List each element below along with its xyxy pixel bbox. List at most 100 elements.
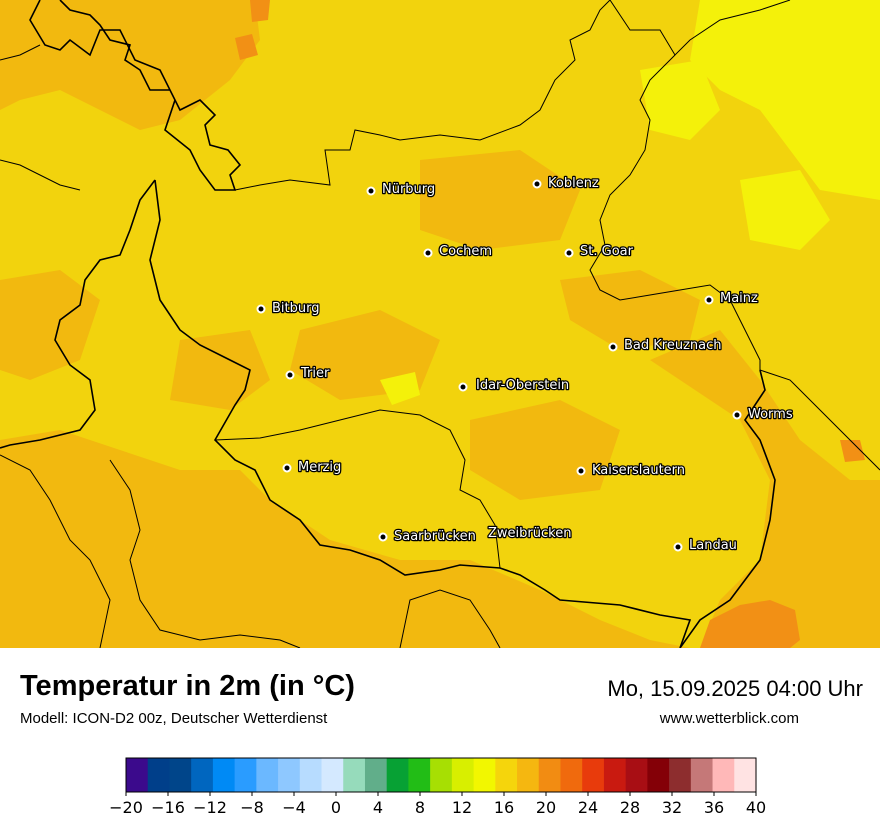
- city-marker: [576, 466, 586, 476]
- city-label: Idar-Oberstein: [476, 378, 569, 393]
- city-marker: [532, 179, 542, 189]
- city-st-goar[interactable]: St. Goar: [564, 243, 635, 260]
- city-marker: [285, 370, 295, 380]
- city-label: Merzig: [298, 460, 341, 475]
- city-marker: [564, 248, 574, 258]
- colorbar-tick-label: 4: [373, 798, 383, 817]
- colorbar-swatch: [364, 758, 388, 792]
- colorbar-swatch: [430, 758, 453, 792]
- city-marker: [282, 463, 292, 473]
- city-nuerburg[interactable]: Nürburg: [366, 181, 436, 198]
- colorbar-tick-label: 36: [704, 798, 724, 817]
- colorbar-swatch: [451, 758, 475, 792]
- city-marker: [423, 248, 433, 258]
- city-bad-kreuznach[interactable]: Bad Kreuznach: [608, 337, 723, 354]
- colorbar-tick-label: 20: [536, 798, 556, 817]
- colorbar-swatch: [734, 758, 757, 792]
- temperature-field-hot: [235, 0, 865, 648]
- colorbar-swatch: [669, 758, 692, 792]
- colorbar-swatch: [408, 758, 431, 792]
- valid-datetime: Mo, 15.09.2025 04:00 Uhr: [607, 676, 863, 701]
- city-merzig[interactable]: Merzig: [282, 459, 343, 476]
- colorbar-tick-label: −16: [151, 798, 185, 817]
- colorbar-tick-label: 24: [578, 798, 598, 817]
- city-label: Kaiserslautern: [592, 463, 685, 478]
- colorbar-swatch: [517, 758, 540, 792]
- temperature-field-cool: [380, 0, 880, 405]
- city-marker: [732, 410, 742, 420]
- colorbar-tick-label: 28: [620, 798, 640, 817]
- city-kaiserslautern[interactable]: Kaiserslautern: [576, 462, 686, 479]
- colorbar-tick-label: 16: [494, 798, 514, 817]
- colorbar-swatch: [234, 758, 257, 792]
- colorbar-swatch: [647, 758, 670, 792]
- city-label: Worms: [748, 407, 793, 422]
- colorbar-tick-label: 40: [746, 798, 766, 817]
- colorbar-swatch: [191, 758, 214, 792]
- city-label: Bitburg: [272, 301, 320, 316]
- city-label: Trier: [300, 366, 330, 381]
- colorbar-swatch: [625, 758, 648, 792]
- city-marker: [704, 295, 714, 305]
- colorbar-tick-label: −20: [109, 798, 143, 817]
- colorbar-tick-label: 8: [415, 798, 425, 817]
- colorbar-swatch: [212, 758, 236, 792]
- model-info: Modell: ICON-D2 00z, Deutscher Wetterdie…: [20, 710, 328, 727]
- city-trier[interactable]: Trier: [285, 365, 331, 382]
- colorbar-tick-label: −8: [240, 798, 264, 817]
- city-zweibruecken[interactable]: Zweibrücken: [487, 525, 573, 543]
- colorbar-swatch: [538, 758, 562, 792]
- city-koblenz[interactable]: Koblenz: [532, 175, 600, 192]
- city-label: Koblenz: [548, 176, 599, 191]
- city-mainz[interactable]: Mainz: [704, 290, 759, 307]
- colorbar-swatch: [495, 758, 518, 792]
- colorbar-tick-label: −4: [282, 798, 306, 817]
- city-label: St. Goar: [580, 244, 634, 259]
- colorbar-swatch: [169, 758, 192, 792]
- colorbar-ticks: −20 −16 −12 −8 −4 0 4 8 12 16 20 24 28 32 36 40: [109, 792, 766, 817]
- temperature-field-warm: [0, 0, 880, 648]
- city-bitburg[interactable]: Bitburg: [256, 300, 321, 317]
- city-label: Zweibrücken: [488, 526, 571, 541]
- colorbar-swatch: [147, 758, 171, 792]
- city-marker: [366, 186, 376, 196]
- colorbar-swatch: [343, 758, 366, 792]
- colorbar-swatch: [256, 758, 279, 792]
- colorbar-tick-label: 0: [331, 798, 341, 817]
- colorbar-swatch: [473, 758, 496, 792]
- city-label: Mainz: [720, 291, 758, 306]
- map-title: Temperatur in 2m (in °C): [20, 670, 355, 702]
- city-worms[interactable]: Worms: [732, 406, 794, 423]
- city-landau[interactable]: Landau: [673, 537, 738, 554]
- city-cochem[interactable]: Cochem: [423, 243, 493, 260]
- colorbar-swatch: [386, 758, 410, 792]
- city-label: Saarbrücken: [394, 529, 476, 544]
- colorbar-swatch: [582, 758, 605, 792]
- colorbar-tick-label: 32: [662, 798, 682, 817]
- colorbar-swatch: [560, 758, 583, 792]
- city-label: Nürburg: [382, 182, 435, 197]
- city-marker: [608, 342, 618, 352]
- city-marker: [256, 304, 266, 314]
- website-link[interactable]: www.wetterblick.com: [659, 710, 799, 727]
- city-idar-oberstein[interactable]: Idar-Oberstein: [458, 377, 570, 394]
- city-label: Cochem: [439, 244, 492, 259]
- temperature-colorbar: −20 −16 −12 −8 −4 0 4 8 12 16 20 24 28 32 36 40: [109, 757, 766, 817]
- colorbar-frame: [125, 757, 757, 793]
- colorbar-swatch: [299, 758, 323, 792]
- colorbar-swatch: [126, 758, 149, 792]
- colorbar-tick-label: −12: [193, 798, 227, 817]
- city-label: Landau: [689, 538, 737, 553]
- city-marker: [378, 532, 388, 542]
- colorbar-swatches: [126, 758, 757, 792]
- cities: Nürburg Koblenz Cochem St. Goar Mainz Bi…: [256, 175, 794, 554]
- city-marker: [458, 382, 468, 392]
- colorbar-swatch: [321, 758, 344, 792]
- temperature-map: Nürburg Koblenz Cochem St. Goar Mainz Bi…: [0, 0, 880, 648]
- colorbar-swatch: [603, 758, 627, 792]
- city-label: Bad Kreuznach: [624, 338, 722, 353]
- colorbar-tick-label: 12: [452, 798, 472, 817]
- city-saarbruecken[interactable]: Saarbrücken: [378, 528, 477, 545]
- colorbar-swatch: [278, 758, 301, 792]
- colorbar-swatch: [690, 758, 714, 792]
